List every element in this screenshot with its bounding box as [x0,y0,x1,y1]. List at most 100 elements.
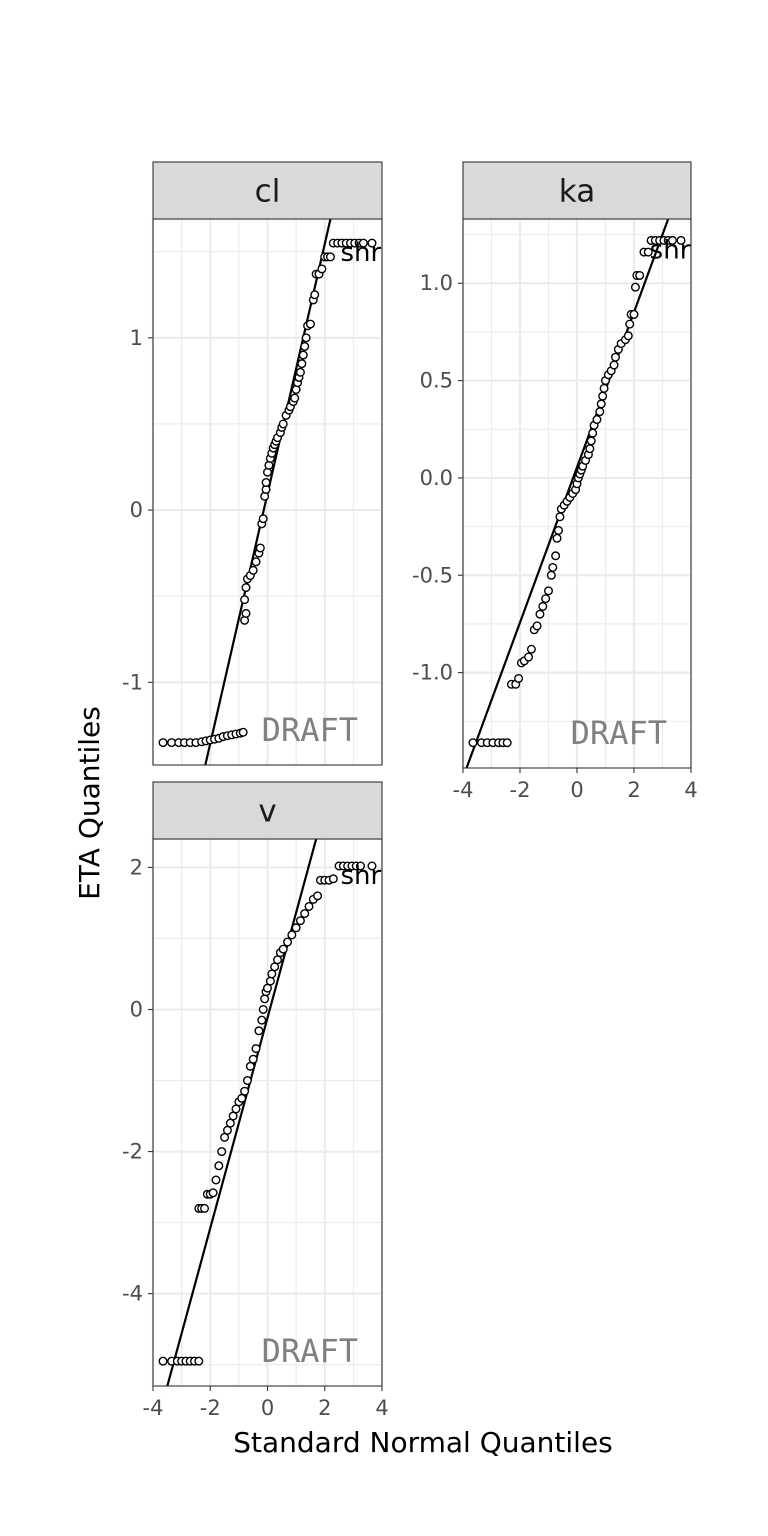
data-point [625,319,635,329]
data-point [630,282,640,292]
shrinkage-label: shrink [650,235,729,265]
data-point [241,583,251,593]
data-point [585,444,595,454]
data-point [317,264,327,274]
data-point [544,586,554,596]
data-point [623,331,633,341]
data-point [535,609,545,619]
x-tick-label: 2 [318,1396,331,1420]
data-point-extreme [367,238,377,248]
data-point [217,1147,227,1157]
x-tick-label: 4 [684,778,697,802]
data-point [328,874,338,884]
data-point [260,994,270,1004]
data-point [548,562,558,572]
facet-strip-cl [152,161,383,220]
data-point [305,319,315,329]
data-point [610,352,620,362]
data-point [238,727,248,737]
data-point [298,350,308,360]
shrinkage-label: shrink [340,238,419,268]
data-point [255,543,265,553]
y-tick-label: 2 [130,855,143,879]
facet-strip-label: ka [559,174,595,210]
y-tick-label: 0.5 [420,369,453,393]
data-point [258,514,268,524]
data-point [592,415,602,425]
data-point [325,252,335,262]
y-axis-title: ETA Quantiles [73,706,106,900]
panel-data-layer: shrink [158,839,419,1386]
data-point [526,644,536,654]
data-point [278,944,288,954]
y-tick-label: -1.0 [412,661,453,685]
data-point [586,436,596,446]
data-point [300,341,310,351]
shrinkage-label: shrink [340,861,419,891]
y-tick-label: 1.0 [420,271,453,295]
data-point [287,930,297,940]
data-point [240,595,250,605]
data-point [258,1004,268,1014]
data-point [358,238,368,248]
data-point [598,391,608,401]
data-point [552,533,562,543]
y-tick-label: -1 [122,670,143,694]
data-point [532,621,542,631]
data-point [295,916,305,926]
data-point [248,565,258,575]
facet-panel-cl: DRAFT shrink cl -1 0 1 [122,161,419,766]
data-point [283,937,293,947]
x-tick-label: 4 [375,1396,388,1420]
data-point [629,309,639,319]
y-tick-label: -2 [122,1140,143,1164]
data-point [609,360,619,370]
x-tick-label: -4 [453,778,474,802]
qq-reference-line [166,839,318,1386]
data-point [635,270,645,280]
data-point [313,891,323,901]
data-point [301,333,311,343]
data-point-extreme [676,235,686,245]
facet-strip-label: v [258,794,276,830]
panel-data-layer: shrink [465,219,729,768]
data-point-extreme [158,738,168,748]
data-point [546,570,556,580]
data-point [240,1086,250,1096]
y-tick-label: 0.0 [420,466,453,490]
data-point [251,557,261,567]
x-tick-label: -4 [143,1396,164,1420]
data-point [241,608,251,618]
y-tick-label: -0.5 [412,563,453,587]
data-point [251,1044,261,1054]
x-tick-label: -2 [510,778,531,802]
data-point [295,367,305,377]
data-point [297,359,307,369]
data-point [208,1188,218,1198]
facet-strip-ka [462,161,692,220]
data-point [290,393,300,403]
y-tick-label: 1 [130,326,143,350]
data-point-extreme [367,861,377,871]
data-point [304,901,314,911]
data-point [538,601,548,611]
watermark-draft: DRAFT [571,714,667,752]
data-point [214,1161,224,1171]
x-tick-label: -2 [200,1396,221,1420]
data-point [667,235,677,245]
data-point [194,1356,204,1366]
data-point [514,673,524,683]
facet-panels: DRAFT shrink cl -1 0 1 DRAFT shrink ka -1.0 -0.5 0.… [122,161,729,1420]
data-point [599,383,609,393]
data-point [553,525,563,535]
data-point [310,290,320,300]
data-point [300,909,310,919]
data-point [248,1054,258,1064]
facet-panel-v: DRAFT shrink v -4 -2 0 2 -4 -2 0 2 4 [122,781,419,1420]
watermark-draft: DRAFT [262,1332,358,1370]
data-point [265,976,275,986]
data-point [551,551,561,561]
x-tick-label: 2 [627,778,640,802]
data-point-extreme [158,1356,168,1366]
